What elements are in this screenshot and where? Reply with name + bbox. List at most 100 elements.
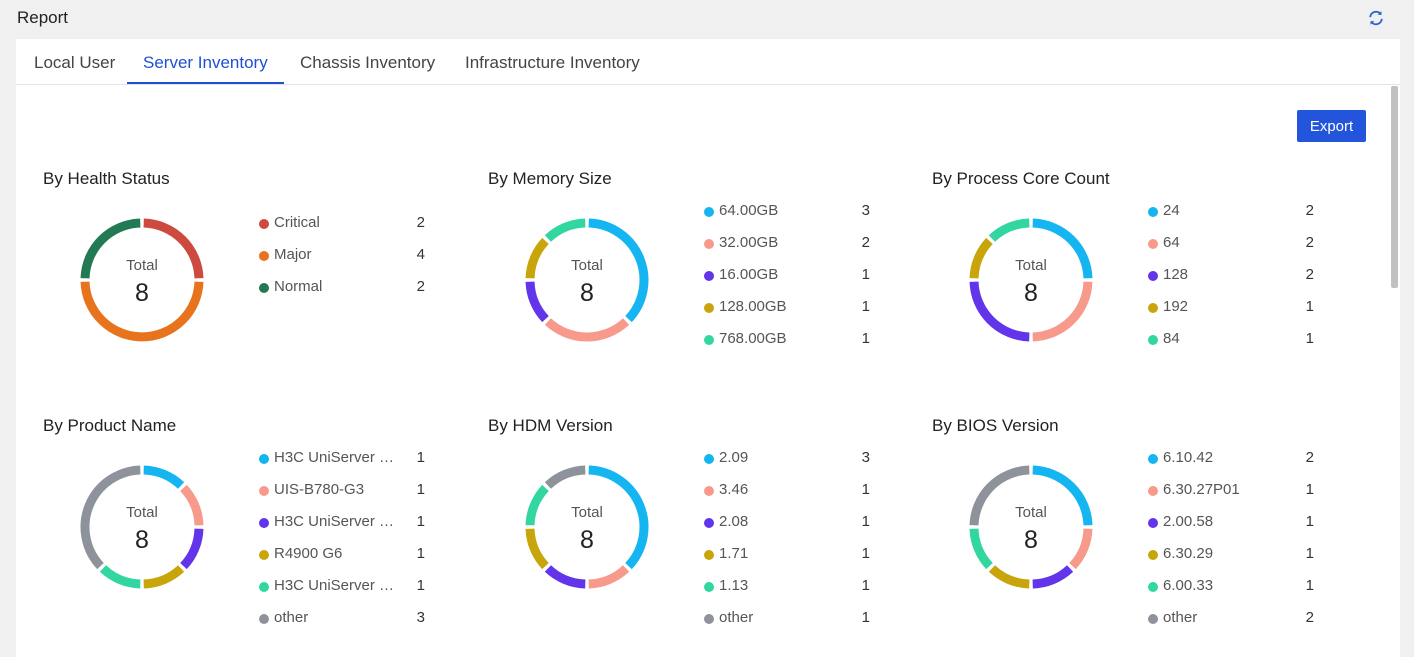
donut-segment[interactable] xyxy=(143,465,185,489)
legend-item[interactable]: 6.10.42 2 xyxy=(1148,448,1318,468)
legend-item[interactable]: 64 2 xyxy=(1148,233,1318,253)
donut-segment[interactable] xyxy=(80,465,141,570)
donut-segment[interactable] xyxy=(988,218,1030,242)
legend-item[interactable]: Critical 2 xyxy=(259,213,429,233)
total-value: 8 xyxy=(135,526,149,554)
donut-segment[interactable] xyxy=(1069,528,1093,570)
legend-item[interactable]: H3C UniServer R4950 G3 1 xyxy=(259,512,429,532)
legend-item[interactable]: other 2 xyxy=(1148,608,1318,628)
donut-segment[interactable] xyxy=(80,218,141,279)
donut-segment[interactable] xyxy=(588,565,630,589)
donut-segment[interactable] xyxy=(544,318,630,342)
total-label: Total xyxy=(1015,504,1047,521)
chart-card-hdm-version: By HDM Version Total 8 2.09 3 3.46 1 2.08 1 1.71 1… xyxy=(488,416,928,656)
donut-segment[interactable] xyxy=(180,528,204,570)
legend-item[interactable]: 32.00GB 2 xyxy=(704,233,874,253)
legend-dot-icon xyxy=(1148,614,1158,624)
legend-item[interactable]: Major 4 xyxy=(259,245,429,265)
donut-chart: Total 8 xyxy=(969,465,1093,589)
donut-segment[interactable] xyxy=(525,528,549,570)
legend-item[interactable]: H3C UniServer R4900 G3 1 xyxy=(259,448,429,468)
legend-item[interactable]: 3.46 1 xyxy=(704,480,874,500)
donut-segment[interactable] xyxy=(525,281,549,323)
legend-item[interactable]: 84 1 xyxy=(1148,329,1318,349)
donut-segment[interactable] xyxy=(588,465,649,570)
legend-dot-icon xyxy=(1148,550,1158,560)
legend-label: R4900 G6 xyxy=(274,545,343,562)
legend-item[interactable]: Normal 2 xyxy=(259,277,429,297)
total-value: 8 xyxy=(580,279,594,307)
legend-dot-icon xyxy=(704,335,714,345)
donut-segment[interactable] xyxy=(1032,281,1093,342)
legend-item[interactable]: H3C UniServer R6900 G3 1 xyxy=(259,576,429,596)
legend-item[interactable]: UIS-B780-G3 1 xyxy=(259,480,429,500)
legend-count: 1 xyxy=(416,545,425,562)
refresh-icon[interactable] xyxy=(1367,9,1385,27)
donut-segment[interactable] xyxy=(143,218,204,279)
donut-segment[interactable] xyxy=(588,218,649,323)
donut-segment[interactable] xyxy=(99,565,141,589)
legend-item[interactable]: other 3 xyxy=(259,608,429,628)
legend-dot-icon xyxy=(259,219,269,229)
legend-item[interactable]: 128 2 xyxy=(1148,265,1318,285)
donut-segment[interactable] xyxy=(544,565,586,589)
donut-segment[interactable] xyxy=(1032,465,1093,526)
donut-segment[interactable] xyxy=(1032,565,1074,589)
scrollbar-thumb[interactable] xyxy=(1391,86,1398,288)
donut-segment[interactable] xyxy=(1032,218,1093,279)
legend-item[interactable]: 2.00.58 1 xyxy=(1148,512,1318,532)
donut-segment[interactable] xyxy=(969,528,993,570)
legend-item[interactable]: 16.00GB 1 xyxy=(704,265,874,285)
donut-segment[interactable] xyxy=(969,465,1030,526)
legend-item[interactable]: 64.00GB 3 xyxy=(704,201,874,221)
tab-chassis-inventory[interactable]: Chassis Inventory xyxy=(300,53,436,72)
legend-item[interactable]: 768.00GB 1 xyxy=(704,329,874,349)
tab-infrastructure-inventory[interactable]: Infrastructure Inventory xyxy=(465,53,640,72)
tab-server-inventory[interactable]: Server Inventory xyxy=(143,53,268,72)
legend-item[interactable]: 24 2 xyxy=(1148,201,1318,221)
legend-item[interactable]: 1.13 1 xyxy=(704,576,874,596)
donut-segment[interactable] xyxy=(544,218,586,242)
legend-count: 1 xyxy=(861,481,870,498)
donut-segment[interactable] xyxy=(988,565,1030,589)
legend-item[interactable]: 2.09 3 xyxy=(704,448,874,468)
legend-item[interactable]: 6.00.33 1 xyxy=(1148,576,1318,596)
legend-dot-icon xyxy=(704,582,714,592)
total-label: Total xyxy=(126,257,158,274)
donut-segment[interactable] xyxy=(969,237,993,279)
legend-dot-icon xyxy=(1148,335,1158,345)
legend-dot-icon xyxy=(259,251,269,261)
donut-segment[interactable] xyxy=(180,484,204,526)
total-label: Total xyxy=(571,504,603,521)
chart-card-process-core-count: By Process Core Count Total 8 24 2 64 2 128 2 192… xyxy=(932,169,1372,409)
legend-item[interactable]: 128.00GB 1 xyxy=(704,297,874,317)
donut-segment[interactable] xyxy=(143,565,185,589)
donut-segment[interactable] xyxy=(525,484,549,526)
chart-title: By BIOS Version xyxy=(932,416,1059,435)
legend-label: 192 xyxy=(1163,298,1189,315)
legend-dot-icon xyxy=(259,582,269,592)
legend-label: 1.13 xyxy=(719,577,749,594)
legend-count: 1 xyxy=(416,513,425,530)
legend-count: 1 xyxy=(1305,330,1314,347)
legend-item[interactable]: R4900 G6 1 xyxy=(259,544,429,564)
donut-segment[interactable] xyxy=(544,465,586,489)
legend-dot-icon xyxy=(704,239,714,249)
legend-item[interactable]: 6.30.27P01 1 xyxy=(1148,480,1318,500)
legend-count: 1 xyxy=(1305,513,1314,530)
donut-segment[interactable] xyxy=(80,281,204,342)
legend-item[interactable]: 6.30.29 1 xyxy=(1148,544,1318,564)
export-button[interactable]: Export xyxy=(1297,110,1366,142)
legend-count: 1 xyxy=(861,577,870,594)
legend-item[interactable]: other 1 xyxy=(704,608,874,628)
legend-label: 6.10.42 xyxy=(1163,449,1214,466)
donut-segment[interactable] xyxy=(525,237,549,279)
legend-item[interactable]: 1.71 1 xyxy=(704,544,874,564)
chart-title: By Memory Size xyxy=(488,169,612,188)
legend-count: 1 xyxy=(1305,545,1314,562)
tab-local-user[interactable]: Local User xyxy=(34,53,116,72)
legend-item[interactable]: 192 1 xyxy=(1148,297,1318,317)
legend-label: 64 xyxy=(1163,234,1180,251)
legend-item[interactable]: 2.08 1 xyxy=(704,512,874,532)
donut-segment[interactable] xyxy=(969,281,1030,342)
